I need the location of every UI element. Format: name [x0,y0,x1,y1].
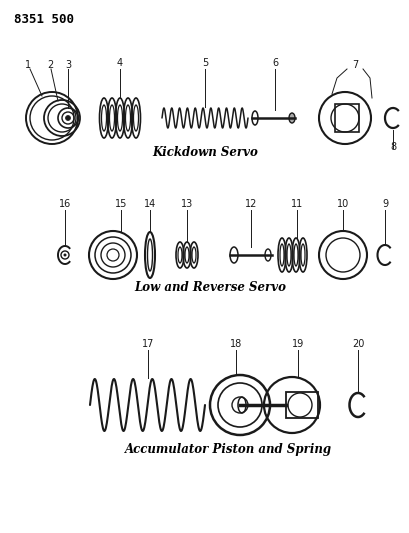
Text: 16: 16 [59,199,71,209]
Text: 5: 5 [201,58,208,68]
Circle shape [65,116,70,120]
Text: 19: 19 [291,339,303,349]
Text: Accumulator Piston and Spring: Accumulator Piston and Spring [124,443,331,456]
Bar [334,104,358,132]
Text: 18: 18 [229,339,242,349]
Text: 14: 14 [144,199,156,209]
Text: 6: 6 [271,58,277,68]
Text: 4: 4 [117,58,123,68]
Ellipse shape [288,113,294,123]
Text: 13: 13 [180,199,193,209]
Text: 12: 12 [244,199,256,209]
Text: 9: 9 [381,199,387,209]
Text: 11: 11 [290,199,302,209]
Bar [285,392,317,418]
Text: Low and Reverse Servo: Low and Reverse Servo [134,281,285,294]
Circle shape [63,254,66,256]
Text: 15: 15 [115,199,127,209]
Text: 8351 500: 8351 500 [14,13,74,26]
Text: 2: 2 [47,60,53,70]
Text: 3: 3 [65,60,71,70]
Text: 17: 17 [142,339,154,349]
Text: 1: 1 [25,60,31,70]
Text: Kickdown Servo: Kickdown Servo [152,146,257,159]
Text: 8: 8 [389,142,395,152]
Text: 20: 20 [351,339,363,349]
Text: 10: 10 [336,199,348,209]
Text: 7: 7 [351,60,357,70]
